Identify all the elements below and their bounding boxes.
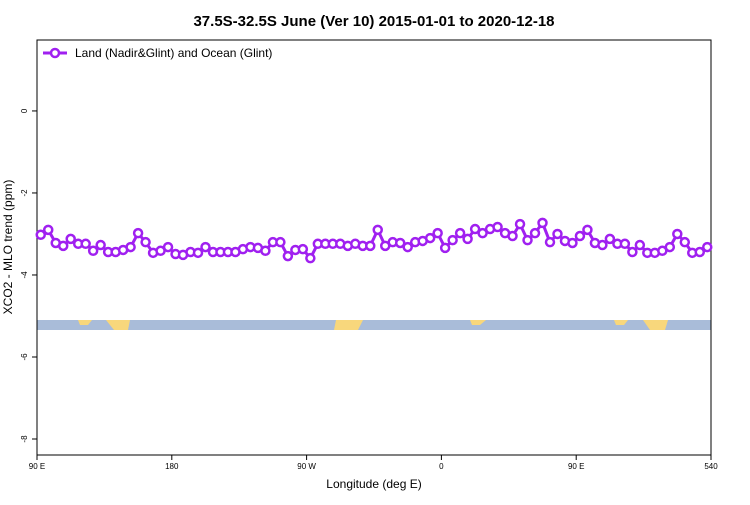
data-point: [394, 237, 406, 249]
y-tick-label: -8: [20, 435, 29, 443]
data-point: [664, 241, 676, 253]
data-point: [567, 237, 578, 249]
data-point: [372, 224, 383, 236]
data-point: [454, 227, 466, 239]
data-point: [634, 239, 646, 251]
x-tick-label: 90 E: [568, 462, 584, 471]
data-point: [537, 217, 548, 229]
data-point: [132, 227, 144, 239]
land: [78, 320, 92, 325]
map-strip: [37, 320, 711, 330]
data-point: [507, 230, 518, 242]
data-point: [462, 233, 473, 245]
data-point: [672, 228, 683, 240]
data-point: [42, 224, 54, 236]
data-point: [95, 239, 106, 251]
data-point: [57, 240, 69, 252]
data-point: [305, 252, 316, 264]
data-point: [574, 230, 586, 242]
series: [35, 217, 713, 264]
data-point: [619, 238, 631, 250]
data-point: [65, 233, 76, 245]
data-point: [200, 241, 211, 253]
land: [334, 320, 363, 330]
data-point: [260, 245, 271, 257]
land: [643, 320, 668, 330]
legend-label: Land (Nadir&Glint) and Ocean (Glint): [75, 46, 272, 60]
ocean-band: [37, 320, 711, 330]
data-point: [477, 227, 488, 239]
data-point: [162, 241, 174, 253]
data-point: [552, 228, 563, 240]
data-point: [87, 245, 99, 257]
y-axis-label: XCO2 - MLO trend (ppm): [1, 180, 15, 315]
data-point: [604, 233, 616, 245]
data-point: [544, 236, 556, 248]
data-point: [275, 236, 286, 248]
data-point: [514, 218, 526, 230]
data-point: [402, 241, 413, 253]
data-point: [597, 239, 608, 251]
data-point: [627, 246, 638, 258]
land: [614, 320, 628, 325]
land: [106, 320, 130, 330]
x-tick-label: 0: [439, 462, 444, 471]
data-point: [492, 221, 503, 233]
data-point: [424, 232, 436, 244]
data-point: [80, 238, 91, 250]
data-point: [694, 246, 706, 258]
y-tick-label: -2: [20, 189, 29, 197]
data-point: [522, 234, 533, 246]
legend-marker: [49, 47, 61, 59]
data-point: [447, 234, 458, 246]
data-point: [439, 242, 451, 254]
x-tick-label: 90 W: [297, 462, 316, 471]
y-tick-label: -4: [20, 271, 29, 279]
x-tick-label: 90 E: [29, 462, 45, 471]
data-point: [582, 224, 593, 236]
data-point: [140, 236, 151, 248]
data-point: [469, 223, 481, 235]
data-point: [297, 243, 309, 255]
x-tick-label: 180: [165, 462, 179, 471]
data-point: [282, 250, 294, 262]
data-point: [679, 236, 691, 248]
land: [470, 320, 486, 325]
data-point: [702, 241, 713, 253]
y-tick-label: -6: [20, 353, 29, 361]
data-point: [192, 247, 204, 259]
data-point: [432, 227, 443, 239]
x-tick-label: 540: [704, 462, 718, 471]
chart-title: 37.5S-32.5S June (Ver 10) 2015-01-01 to …: [193, 13, 554, 30]
data-point: [35, 229, 46, 241]
x-axis-label: Longitude (deg E): [326, 477, 421, 491]
data-point: [125, 241, 136, 253]
y-tick-label: 0: [20, 108, 29, 113]
data-point: [365, 240, 376, 252]
data-point: [529, 227, 541, 239]
